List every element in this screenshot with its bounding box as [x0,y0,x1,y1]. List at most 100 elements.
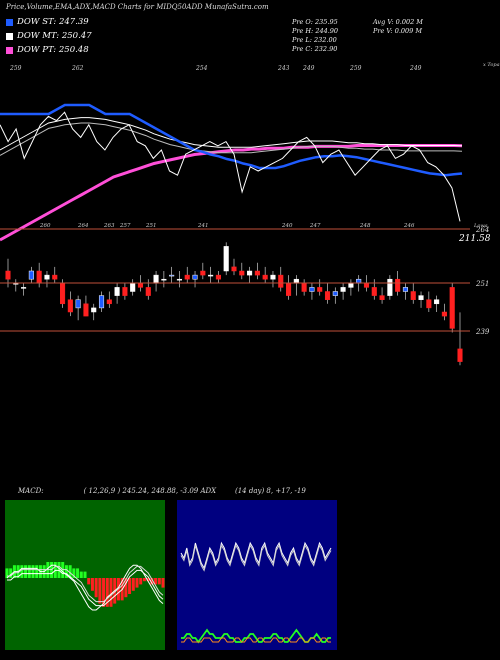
candle-body [434,299,440,305]
candle-date-label: 264 [77,223,89,229]
pre-volume: Pre V: 0.009 M [373,27,423,35]
adx-line [180,541,332,570]
legend-label-mt: DOW MT: 250.47 [17,31,92,41]
candle-body [441,311,447,317]
macd-hist-bar [64,565,68,578]
macd-hist-bar [79,571,83,578]
candle-body [106,299,112,305]
candle-body [239,270,245,276]
candle-body [137,283,144,288]
candle-body [5,270,11,280]
ohlc-close: Pre C: 232.90 [292,45,338,53]
candle-body [75,299,81,309]
macd-hist-bar [24,565,28,578]
candle-body [122,287,128,296]
macd-hist-bar [72,568,76,578]
candle-body [223,246,229,272]
candle-body [286,283,292,296]
macd-hist-bar [20,565,24,578]
candle-body [184,274,190,280]
ohlc-open: Pre O: 235.95 [292,18,338,26]
candle-body [83,303,89,317]
date-label: 254 [195,65,208,72]
candle-date-label: 248 [359,223,371,229]
avg-volume: Avg V: 0.002 M [373,18,423,26]
legend-swatch-pt [6,46,13,54]
candle-body [200,270,206,276]
adx-plus-di-line [181,628,331,644]
macd-hist-bar [98,578,102,604]
price-label-239: 239 [475,328,490,336]
topa-label: x Topa [483,62,500,68]
legend-dow-pt: DOW PT: 250.48 [6,45,89,55]
candle-body [348,283,354,288]
date-label: 259 [349,65,362,72]
date-label: 249 [409,65,422,72]
date-label: 249 [302,65,315,72]
macd-signal-line-2 [7,565,164,603]
macd-hist-bar [161,578,165,588]
candle-body [114,287,120,296]
macd-hist-bar [76,568,80,578]
candle-body [254,270,260,276]
macd-hist-bar [90,578,94,591]
candle-body [332,291,338,296]
candle-date-label: 251 [145,223,157,229]
macd-hist-bar [31,565,35,578]
candle-body [192,274,198,280]
candle-body [278,274,284,288]
date-label: 262 [71,65,84,72]
price-label-251: 251 [475,280,489,288]
chart-title: Price,Volume,EMA,ADX,MACD Charts for MID… [6,3,269,11]
candle-body [231,266,237,272]
candle-body [169,274,175,277]
candle-date-label: 260 [39,223,51,229]
ema-mt-line [0,117,463,151]
ema-st-line [0,103,463,177]
macd-values: ( 12,26,9 ) 245.24, 248.88, -3.09 ADX [83,487,217,495]
candle-body [363,283,370,288]
candle-date-label: 263 [103,223,115,229]
macd-hist-bar [102,578,106,607]
macd-label: MACD: ( 12,26,9 ) 245.24, 248.88, -3.09 A… [18,487,216,495]
candle-body [130,283,136,292]
candle-body [52,274,58,280]
macd-hist-bar [124,578,128,598]
candle-date-label: 247 [309,223,321,229]
candle-body [418,295,424,300]
candle-body [153,274,159,284]
adx-minus-di-line [181,637,331,643]
legend-label-pt: DOW PT: 250.48 [17,45,89,55]
candle-body [324,291,331,300]
candle-body [145,287,151,296]
candle-body [98,295,105,309]
price-chart: 259 262 254 243 249 259 249 x Topa Lowa 260 264 26… [0,62,500,366]
macd-hist-bar [83,571,87,578]
candle-body [21,287,27,289]
macd-hist-bar [154,578,158,585]
legend-dow-st: DOW ST: 247.39 [6,17,89,27]
candle-body [340,287,346,292]
ohlc-high: Pre H: 244.90 [292,27,339,35]
candle-date-label: 246 [403,223,415,229]
macd-hist-bar [5,568,9,578]
macd-hist-bar [135,578,139,588]
candle-body [457,348,463,362]
candle-body [161,278,167,281]
candle-body [176,278,182,281]
adx-label: (14 day) 8, +17, -19 [235,487,306,495]
candle-date-label: 241 [197,223,209,229]
ema-pt-line [0,144,463,242]
macd-hist-bar [139,578,143,585]
macd-hist-bar [150,578,154,585]
macd-hist-bar [35,565,39,578]
candle-body [301,283,307,292]
date-label: 259 [9,65,22,72]
candle-body [91,307,97,313]
candle-body [402,287,408,292]
candle-body [317,287,323,292]
macd-line [6,564,164,611]
adx-panel [177,500,337,650]
macd-hist-bar [146,578,150,582]
candle-body [371,287,377,296]
